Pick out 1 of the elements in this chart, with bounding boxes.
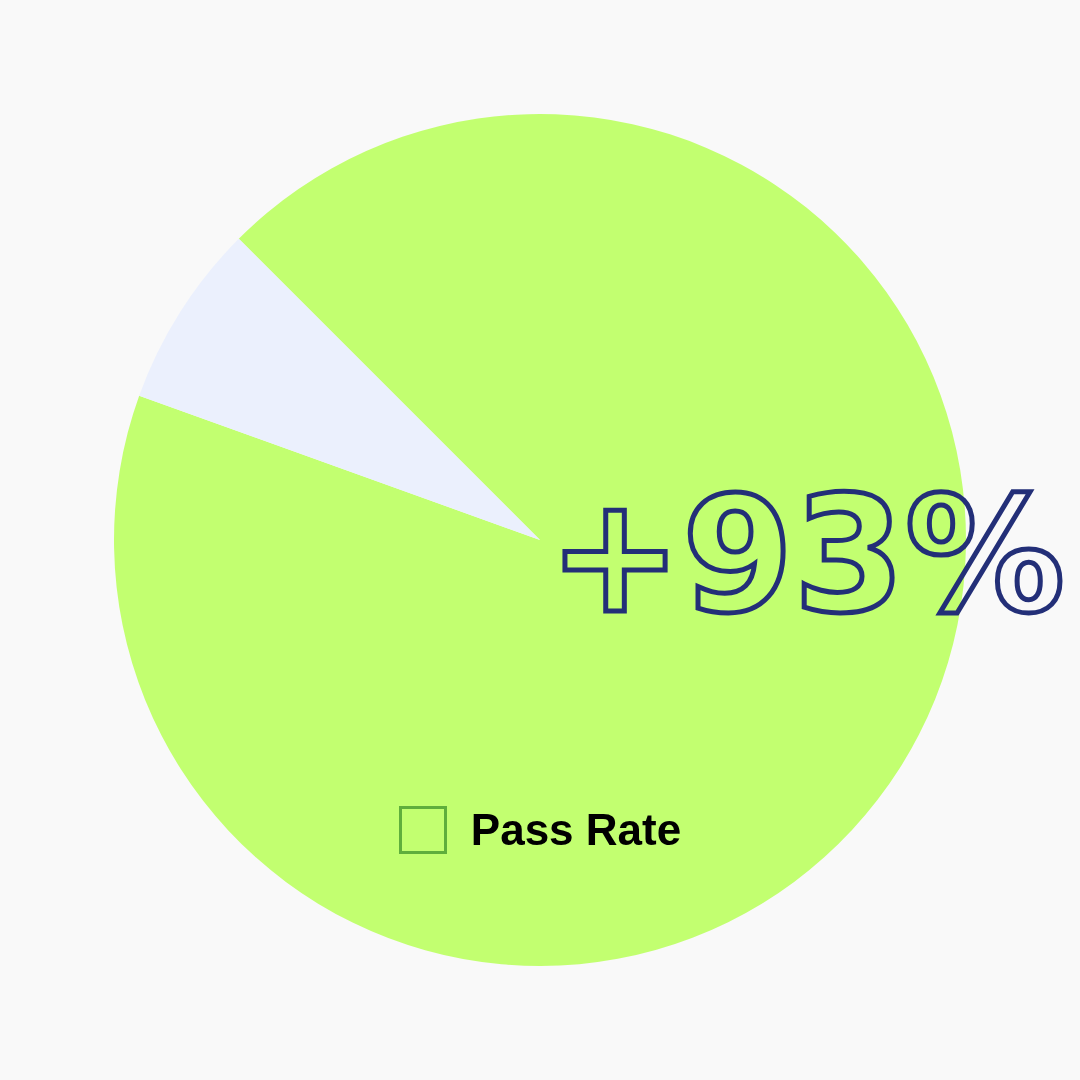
- legend-label: Pass Rate: [470, 805, 682, 855]
